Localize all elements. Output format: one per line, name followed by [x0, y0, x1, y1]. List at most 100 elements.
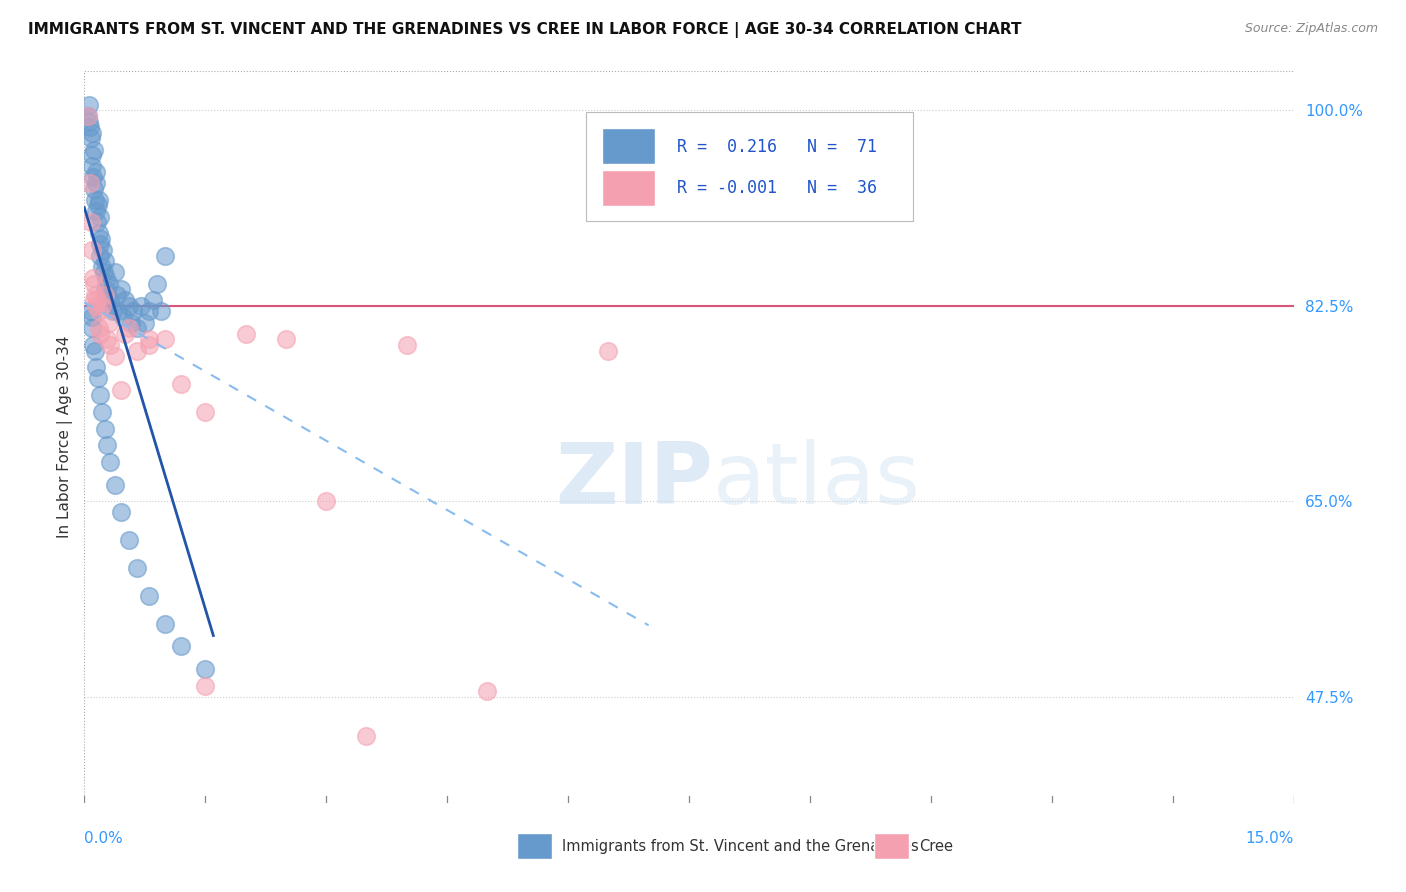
- Point: [80, 215, 103, 229]
- FancyBboxPatch shape: [875, 833, 910, 859]
- Point: [83, 287, 105, 301]
- Point: [97, 299, 120, 313]
- Text: Immigrants from St. Vincent and the Grenadines: Immigrants from St. Vincent and the Gren…: [562, 839, 918, 855]
- Text: Cree: Cree: [918, 839, 953, 855]
- Point: [93, 287, 115, 301]
- Point: [146, 277, 169, 291]
- Point: [477, 684, 499, 698]
- Y-axis label: In Labor Force | Age 30-34: In Labor Force | Age 30-34: [58, 335, 73, 539]
- Point: [90, 232, 112, 246]
- Point: [98, 455, 121, 469]
- Point: [89, 326, 111, 341]
- Point: [125, 561, 148, 575]
- Point: [79, 120, 101, 135]
- Point: [153, 249, 176, 263]
- Point: [138, 304, 160, 318]
- Point: [118, 533, 141, 548]
- Point: [87, 304, 110, 318]
- Point: [82, 170, 104, 185]
- Point: [77, 109, 100, 123]
- Point: [80, 304, 103, 318]
- Point: [598, 343, 620, 358]
- Point: [395, 338, 418, 352]
- Point: [96, 438, 118, 452]
- Point: [114, 293, 136, 308]
- Point: [104, 477, 127, 491]
- Text: Source: ZipAtlas.com: Source: ZipAtlas.com: [1244, 22, 1378, 36]
- Text: 0.0%: 0.0%: [84, 830, 124, 846]
- Point: [125, 343, 148, 358]
- Text: ZIP: ZIP: [555, 440, 713, 523]
- Point: [83, 181, 105, 195]
- Point: [97, 316, 120, 330]
- Point: [89, 210, 111, 224]
- Point: [356, 729, 378, 743]
- Point: [91, 405, 114, 419]
- Point: [93, 422, 115, 436]
- Point: [118, 299, 141, 313]
- FancyBboxPatch shape: [602, 128, 655, 164]
- Point: [129, 299, 152, 313]
- Point: [96, 287, 118, 301]
- Point: [134, 316, 156, 330]
- Point: [86, 203, 108, 218]
- Point: [93, 282, 115, 296]
- Point: [125, 321, 148, 335]
- Text: R =  0.216   N =  71: R = 0.216 N = 71: [676, 137, 877, 156]
- Point: [83, 143, 105, 157]
- Point: [83, 343, 105, 358]
- Point: [82, 321, 104, 335]
- Point: [89, 237, 111, 252]
- Point: [114, 326, 136, 341]
- Point: [107, 304, 129, 318]
- Point: [86, 299, 108, 313]
- Point: [77, 98, 100, 112]
- Point: [93, 254, 115, 268]
- Point: [82, 338, 104, 352]
- Point: [138, 338, 160, 352]
- Point: [82, 126, 104, 140]
- Point: [194, 662, 217, 676]
- Point: [110, 282, 132, 296]
- Point: [138, 332, 160, 346]
- Point: [98, 338, 121, 352]
- Point: [118, 321, 141, 335]
- Point: [153, 332, 176, 346]
- Point: [149, 304, 172, 318]
- Point: [274, 332, 297, 346]
- Point: [86, 176, 108, 190]
- Point: [98, 293, 121, 308]
- Point: [91, 243, 114, 257]
- Point: [194, 679, 217, 693]
- Point: [94, 271, 117, 285]
- Point: [84, 165, 107, 179]
- Point: [80, 310, 103, 324]
- Point: [80, 131, 103, 145]
- Point: [235, 326, 257, 341]
- Point: [112, 310, 135, 324]
- Point: [86, 215, 108, 229]
- Point: [89, 388, 111, 402]
- Point: [83, 193, 105, 207]
- Point: [91, 299, 114, 313]
- Point: [87, 227, 110, 241]
- Point: [110, 506, 132, 520]
- Point: [194, 405, 217, 419]
- Point: [97, 277, 120, 291]
- Point: [170, 640, 193, 654]
- Point: [87, 321, 110, 335]
- Text: IMMIGRANTS FROM ST. VINCENT AND THE GRENADINES VS CREE IN LABOR FORCE | AGE 30-3: IMMIGRANTS FROM ST. VINCENT AND THE GREN…: [28, 22, 1022, 38]
- Point: [87, 371, 110, 385]
- Point: [79, 176, 101, 190]
- Point: [87, 198, 110, 212]
- Point: [315, 494, 337, 508]
- Point: [121, 304, 143, 318]
- Point: [104, 265, 127, 279]
- Point: [80, 148, 103, 162]
- Text: R = -0.001   N =  36: R = -0.001 N = 36: [676, 179, 877, 197]
- Text: 15.0%: 15.0%: [1246, 830, 1294, 846]
- Point: [153, 617, 176, 632]
- Point: [89, 249, 111, 263]
- Point: [82, 271, 104, 285]
- Point: [91, 260, 114, 274]
